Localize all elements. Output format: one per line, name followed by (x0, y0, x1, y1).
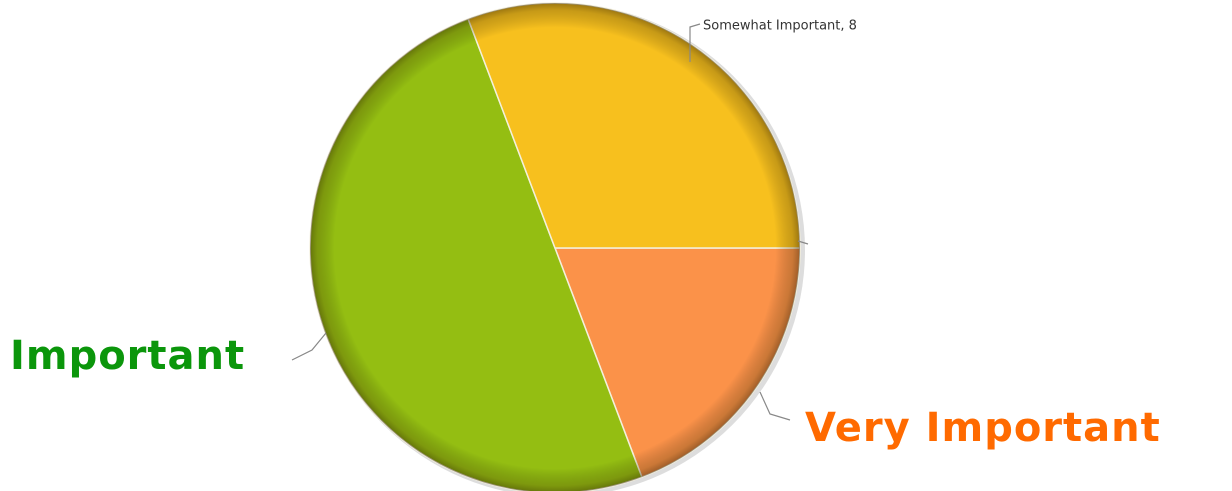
slice-label: Somewhat Important, 8 (703, 19, 857, 34)
leader-line (689, 23, 701, 62)
pie (309, 2, 801, 491)
leader-line (759, 391, 791, 421)
slice-label: Important (10, 333, 245, 379)
leader-line (797, 240, 809, 245)
leader-line (291, 332, 327, 361)
slice-label: Very Important (805, 405, 1161, 451)
